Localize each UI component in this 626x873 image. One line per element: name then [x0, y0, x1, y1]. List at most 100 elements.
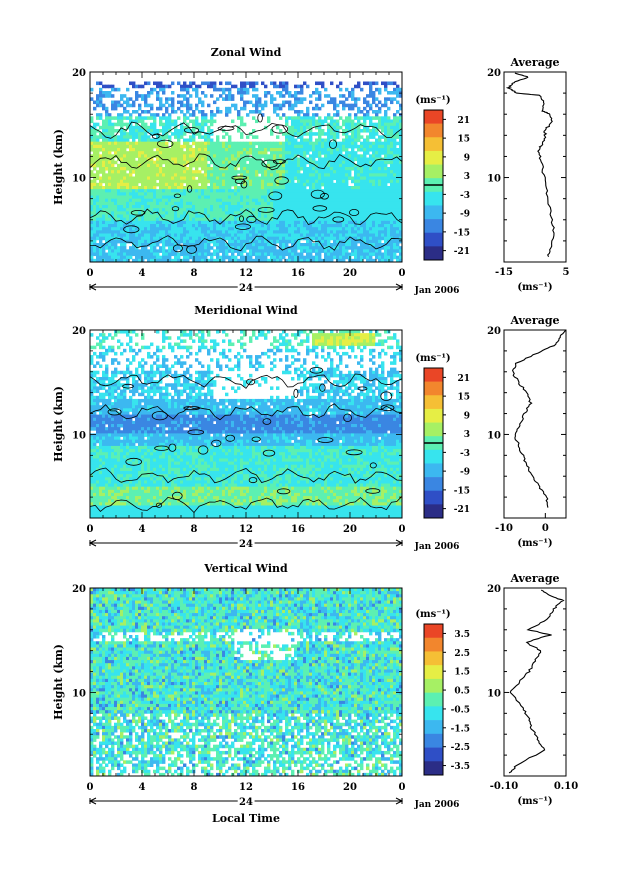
- heatmap-cell: [144, 246, 148, 250]
- heatmap-cell: [96, 157, 100, 162]
- heatmap-cell: [399, 252, 403, 257]
- heatmap-cell: [240, 94, 244, 98]
- heatmap-cell: [258, 208, 262, 212]
- heatmap-cell: [228, 186, 232, 190]
- heatmap-cell: [96, 122, 100, 127]
- heatmap-cell: [381, 192, 385, 196]
- heatmap-cell: [147, 220, 151, 225]
- heatmap-cell: [201, 110, 205, 114]
- heatmap-cell: [147, 233, 151, 238]
- heatmap-cell: [120, 141, 124, 146]
- heatmap-cell: [306, 182, 310, 187]
- heatmap-cell: [174, 129, 178, 133]
- heatmap-cell: [387, 243, 391, 247]
- heatmap-cell: [255, 179, 259, 184]
- heatmap-cell: [279, 201, 283, 206]
- heatmap-cell: [237, 230, 241, 234]
- heatmap-cell: [156, 129, 160, 133]
- heatmap-cell: [366, 113, 370, 117]
- heatmap-cell: [108, 255, 112, 260]
- heatmap-cell: [210, 258, 214, 263]
- heatmap-cell: [174, 182, 178, 187]
- heatmap-cell: [318, 243, 322, 247]
- heatmap-cell: [279, 243, 283, 247]
- heatmap-cell: [378, 230, 382, 234]
- heatmap-cell: [150, 205, 154, 209]
- heatmap-cell: [144, 144, 148, 149]
- heatmap-cell: [288, 217, 292, 222]
- heatmap-cell: [153, 236, 157, 241]
- heatmap-cell: [252, 252, 256, 257]
- heatmap-cell: [399, 122, 403, 127]
- heatmap-cell: [129, 233, 133, 238]
- heatmap-cell: [165, 252, 169, 257]
- heatmap-cell: [258, 198, 262, 203]
- heatmap-cell: [372, 170, 376, 174]
- heatmap-cell: [159, 106, 163, 111]
- heatmap-cell: [291, 125, 295, 130]
- heatmap-cell: [345, 160, 349, 165]
- heatmap-cell: [174, 151, 178, 155]
- heatmap-cell: [363, 249, 367, 253]
- heatmap-cell: [135, 252, 139, 257]
- heatmap-cell: [378, 198, 382, 203]
- heatmap-cell: [204, 179, 208, 184]
- heatmap-cell: [288, 91, 292, 95]
- heatmap-cell: [153, 122, 157, 127]
- heatmap-cell: [396, 163, 400, 168]
- heatmap-cell: [261, 208, 265, 212]
- heatmap-cell: [150, 233, 154, 238]
- heatmap-cell: [396, 220, 400, 225]
- heatmap-cell: [222, 208, 226, 212]
- heatmap-cell: [174, 122, 178, 127]
- heatmap-cell: [93, 154, 97, 158]
- heatmap-cell: [279, 141, 283, 146]
- heatmap-cell: [342, 157, 346, 162]
- heatmap-cell: [210, 227, 214, 231]
- heatmap-cell: [270, 160, 274, 165]
- heatmap-cell: [270, 227, 274, 231]
- heatmap-cell: [393, 217, 397, 222]
- heatmap-cell: [243, 144, 247, 149]
- heatmap-cell: [111, 220, 115, 225]
- heatmap-cell: [297, 230, 301, 234]
- heatmap-cell: [111, 148, 115, 152]
- heatmap-cell: [204, 182, 208, 187]
- heatmap-cell: [267, 141, 271, 146]
- heatmap-cell: [255, 167, 259, 171]
- heatmap-cell: [387, 186, 391, 190]
- heatmap-cell: [309, 224, 313, 228]
- heatmap-cell: [399, 170, 403, 174]
- heatmap-cell: [114, 160, 118, 165]
- heatmap-cell: [186, 91, 190, 95]
- heatmap-cell: [120, 233, 124, 238]
- heatmap-cell: [108, 138, 112, 143]
- heatmap-cell: [165, 148, 169, 152]
- heatmap-cell: [351, 119, 355, 124]
- heatmap-cell: [117, 224, 121, 228]
- heatmap-cell: [339, 201, 343, 206]
- heatmap-cell: [237, 113, 241, 117]
- heatmap-cell: [198, 154, 202, 158]
- heatmap-cell: [381, 230, 385, 234]
- heatmap-cell: [345, 217, 349, 222]
- heatmap-cell: [366, 144, 370, 149]
- heatmap-cell: [204, 157, 208, 162]
- heatmap-cell: [135, 186, 139, 190]
- heatmap-cell: [117, 227, 121, 231]
- heatmap-cell: [129, 154, 133, 158]
- heatmap-cell: [285, 122, 289, 127]
- heatmap-cell: [279, 198, 283, 203]
- heatmap-cell: [321, 233, 325, 238]
- heatmap-cell: [390, 214, 394, 219]
- heatmap-cell: [114, 249, 118, 253]
- heatmap-cell: [105, 157, 109, 162]
- heatmap-cell: [381, 151, 385, 155]
- heatmap-cell: [282, 163, 286, 168]
- heatmap-cell: [198, 192, 202, 196]
- heatmap-cell: [255, 173, 259, 177]
- heatmap-cell: [243, 255, 247, 260]
- heatmap-cell: [204, 173, 208, 177]
- heatmap-cell: [90, 182, 94, 187]
- heatmap-cell: [216, 182, 220, 187]
